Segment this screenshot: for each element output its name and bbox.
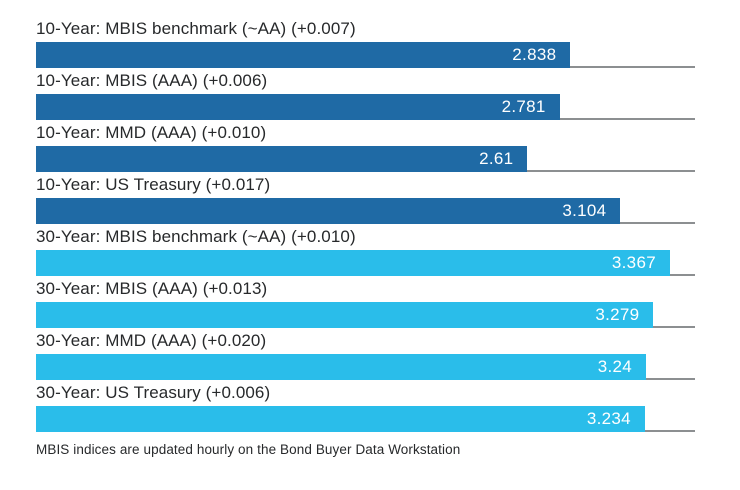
row-label: 30-Year: US Treasury (+0.006) (36, 383, 271, 402)
chart-row: 30-Year: US Treasury (+0.006) 3.234 (36, 383, 695, 432)
chart-row: 10-Year: MBIS benchmark (~AA) (+0.007) 2… (36, 19, 695, 68)
chart-row: 10-Year: MBIS (AAA) (+0.006) 2.781 (36, 71, 695, 120)
chart-row: 10-Year: MMD (AAA) (+0.010) 2.61 (36, 123, 695, 172)
bar-value-label: 3.279 (595, 305, 640, 324)
row-label: 30-Year: MBIS (AAA) (+0.013) (36, 279, 268, 298)
bar-value-label: 3.234 (586, 409, 631, 428)
chart-row: 10-Year: US Treasury (+0.017) 3.104 (36, 175, 695, 224)
bar-10yr-mbis-benchmark: 2.838 (36, 42, 571, 68)
row-label: 10-Year: US Treasury (+0.017) (36, 175, 271, 194)
chart-row: 30-Year: MBIS (AAA) (+0.013) 3.279 (36, 279, 695, 328)
bar-track: 3.234 (36, 406, 695, 432)
bar-track: 3.279 (36, 302, 695, 328)
row-label: 10-Year: MBIS benchmark (~AA) (+0.007) (36, 19, 356, 38)
bar-10yr-us-treasury: 3.104 (36, 198, 621, 224)
row-label: 10-Year: MMD (AAA) (+0.010) (36, 123, 267, 142)
bar-track: 3.24 (36, 354, 695, 380)
bar-30yr-mmd-aaa: 3.24 (36, 354, 647, 380)
yield-bar-chart: 10-Year: MBIS benchmark (~AA) (+0.007) 2… (36, 19, 695, 457)
bar-30yr-mbis-aaa: 3.279 (36, 302, 654, 328)
row-label: 30-Year: MMD (AAA) (+0.020) (36, 331, 267, 350)
bar-value-label: 3.24 (597, 357, 633, 376)
bar-value-label: 2.838 (512, 45, 557, 64)
bar-30yr-us-treasury: 3.234 (36, 406, 645, 432)
bar-track: 2.61 (36, 146, 695, 172)
row-label: 10-Year: MBIS (AAA) (+0.006) (36, 71, 268, 90)
row-label: 30-Year: MBIS benchmark (~AA) (+0.010) (36, 227, 356, 246)
bar-value-label: 2.781 (501, 97, 546, 116)
bar-10yr-mbis-aaa: 2.781 (36, 94, 560, 120)
bar-track: 3.104 (36, 198, 695, 224)
bar-track: 2.838 (36, 42, 695, 68)
bar-value-label: 3.104 (562, 201, 607, 220)
bar-value-label: 2.61 (479, 149, 514, 168)
bar-track: 3.367 (36, 250, 695, 276)
bar-10yr-mmd-aaa: 2.61 (36, 146, 528, 172)
bar-value-label: 3.367 (611, 253, 656, 272)
chart-row: 30-Year: MMD (AAA) (+0.020) 3.24 (36, 331, 695, 380)
chart-footnote: MBIS indices are updated hourly on the B… (36, 442, 461, 457)
chart-row: 30-Year: MBIS benchmark (~AA) (+0.010) 3… (36, 227, 695, 276)
bar-30yr-mbis-benchmark: 3.367 (36, 250, 670, 276)
bar-track: 2.781 (36, 94, 695, 120)
